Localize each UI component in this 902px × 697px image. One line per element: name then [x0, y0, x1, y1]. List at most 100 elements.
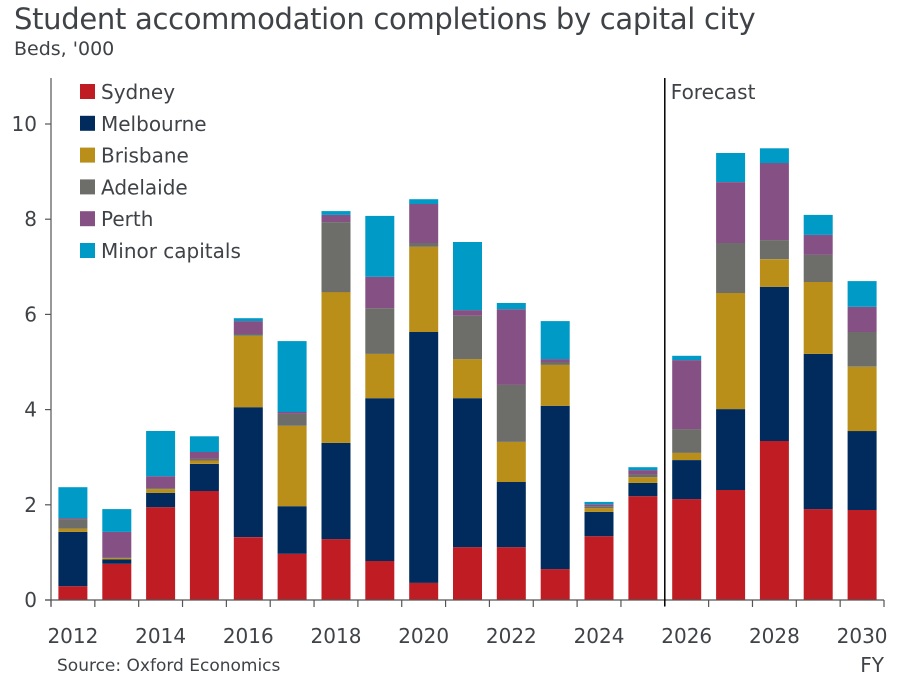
chart-subtitle: Beds, '000: [14, 38, 115, 60]
bar-segment-brisbane-2020: [409, 246, 439, 332]
bar-segment-brisbane-2012: [58, 528, 88, 532]
bar-segment-sydney-2018: [321, 539, 351, 600]
bar-segment-minor-capitals-2028: [759, 148, 789, 164]
bar-segment-adelaide-2013: [102, 557, 132, 559]
bar-segment-adelaide-2027: [716, 243, 746, 293]
bar-segment-perth-2028: [759, 163, 789, 241]
legend: Sydney Melbourne Brisbane Adelaide Perth Mino…: [80, 80, 241, 263]
bar-segment-perth-2012: [58, 518, 88, 520]
bar-segment-brisbane-2027: [716, 293, 746, 410]
bar-segment-adelaide-2029: [803, 254, 833, 282]
legend-swatch-melbourne: [80, 115, 95, 131]
bar-segment-adelaide-2018: [321, 222, 351, 293]
bar-segment-minor-capitals-2026: [672, 355, 702, 361]
y-tick-label-2: 2: [24, 493, 37, 517]
bar-segment-adelaide-2025: [628, 474, 658, 478]
bar-segment-sydney-2024: [584, 536, 614, 600]
y-tick-label-4: 4: [24, 398, 37, 422]
bar-segment-perth-2020: [409, 204, 439, 243]
bar-segment-melbourne-2021: [453, 398, 482, 548]
bar-segment-perth-2021: [453, 310, 482, 316]
forecast-label: Forecast: [671, 80, 756, 104]
bar-segment-minor-capitals-2019: [365, 215, 395, 277]
bar-segment-minor-capitals-2022: [496, 303, 526, 310]
bar-segment-perth-2027: [716, 182, 746, 243]
bar-segment-sydney-2016: [233, 537, 263, 600]
bar-segment-adelaide-2019: [365, 308, 395, 354]
bar-segment-brisbane-2029: [803, 282, 833, 354]
x-axis-unit-label: FY: [860, 653, 885, 677]
y-tick-label-0: 0: [24, 588, 37, 612]
bar-segment-minor-capitals-2012: [58, 487, 88, 519]
x-tick-label-2018: 2018: [311, 624, 362, 648]
bar-segment-melbourne-2019: [365, 398, 395, 561]
bar-segment-brisbane-2028: [759, 259, 789, 287]
legend-swatch-sydney: [80, 84, 95, 99]
bar-segment-minor-capitals-2014: [146, 431, 176, 477]
legend-label-melbourne: Melbourne: [101, 112, 207, 136]
bar-segment-melbourne-2017: [277, 506, 307, 554]
bar-segment-adelaide-2020: [409, 243, 439, 247]
legend-swatch-minor-capitals: [80, 243, 95, 258]
legend-swatch-perth: [80, 211, 95, 227]
bar-segment-adelaide-2015: [189, 458, 219, 461]
bar-segment-melbourne-2014: [146, 492, 176, 508]
x-tick-label-2030: 2030: [837, 624, 888, 648]
bar-segment-perth-2019: [365, 276, 395, 309]
bar-segment-melbourne-2028: [759, 286, 789, 441]
bar-segment-melbourne-2029: [803, 353, 833, 510]
bar-segment-sydney-2012: [58, 586, 88, 600]
bar-segment-brisbane-2021: [453, 359, 482, 399]
bar-segment-perth-2030: [847, 306, 877, 332]
bar-segment-brisbane-2026: [672, 452, 702, 460]
bar-segment-sydney-2015: [189, 491, 219, 600]
bar-segment-melbourne-2018: [321, 442, 351, 540]
bar-segment-brisbane-2024: [584, 508, 614, 512]
bar-segment-perth-2026: [672, 360, 702, 430]
bars-group: [58, 148, 877, 600]
x-tick-label-2022: 2022: [486, 624, 537, 648]
bar-segment-melbourne-2025: [628, 482, 658, 497]
y-tick-label-8: 8: [24, 207, 37, 231]
legend-swatch-adelaide: [80, 179, 95, 195]
bar-segment-perth-2016: [233, 321, 263, 334]
bar-segment-perth-2023: [540, 359, 570, 362]
x-tick-label-2026: 2026: [661, 624, 712, 648]
bar-segment-minor-capitals-2015: [189, 436, 219, 452]
bar-segment-melbourne-2026: [672, 460, 702, 500]
bar-segment-melbourne-2022: [496, 482, 526, 548]
bar-segment-melbourne-2030: [847, 431, 877, 510]
bar-segment-adelaide-2012: [58, 519, 88, 529]
bar-segment-minor-capitals-2020: [409, 199, 439, 204]
bar-segment-adelaide-2030: [847, 332, 877, 367]
bar-segment-sydney-2021: [453, 547, 482, 600]
bar-segment-perth-2024: [584, 504, 614, 507]
x-tick-label-2024: 2024: [574, 624, 625, 648]
bar-segment-minor-capitals-2021: [453, 242, 482, 311]
legend-label-brisbane: Brisbane: [101, 144, 189, 168]
x-tick-label-2016: 2016: [223, 624, 274, 648]
bar-segment-melbourne-2024: [584, 511, 614, 537]
bar-segment-perth-2015: [189, 452, 219, 459]
bar-segment-adelaide-2016: [233, 333, 263, 336]
bar-segment-sydney-2030: [847, 510, 877, 600]
source-note: Source: Oxford Economics: [57, 656, 281, 676]
legend-swatch-brisbane: [80, 147, 95, 163]
bar-segment-melbourne-2013: [102, 559, 132, 564]
bar-segment-brisbane-2014: [146, 489, 176, 493]
bar-segment-brisbane-2013: [102, 558, 132, 560]
bar-segment-adelaide-2023: [540, 362, 570, 365]
bar-segment-adelaide-2014: [146, 488, 176, 490]
bar-segment-perth-2029: [803, 234, 833, 255]
bar-segment-perth-2014: [146, 476, 176, 489]
bar-segment-melbourne-2020: [409, 332, 439, 583]
bar-segment-brisbane-2017: [277, 425, 307, 507]
x-tick-label-2020: 2020: [398, 624, 449, 648]
bar-segment-adelaide-2022: [496, 384, 526, 442]
bar-segment-perth-2018: [321, 214, 351, 222]
chart-title: Student accommodation completions by cap…: [14, 2, 756, 36]
bar-segment-perth-2017: [277, 412, 307, 414]
x-tick-label-2014: 2014: [135, 624, 186, 648]
bar-segment-adelaide-2028: [759, 240, 789, 260]
